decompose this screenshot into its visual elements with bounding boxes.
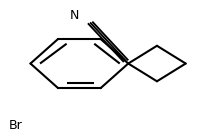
Text: Br: Br [8,119,22,132]
Text: N: N [69,9,79,22]
